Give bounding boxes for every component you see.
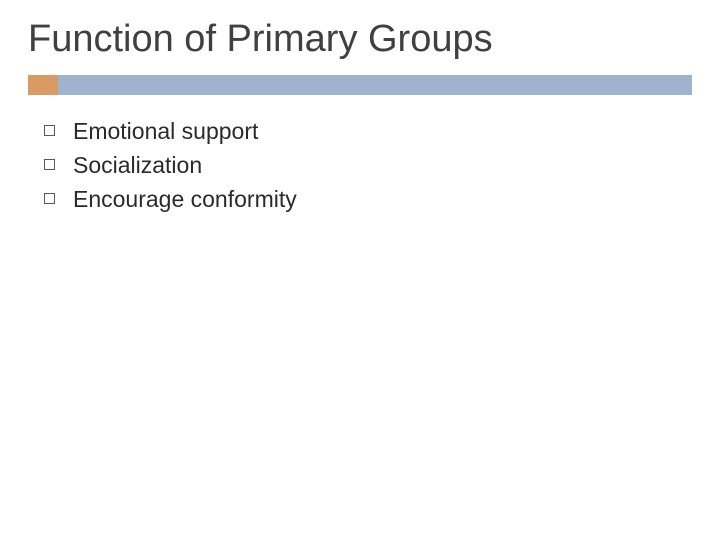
slide-container: Function of Primary Groups Emotional sup… (0, 0, 720, 540)
bullet-text: Encourage conformity (73, 185, 297, 215)
divider-main (58, 75, 692, 95)
divider-bar (28, 75, 692, 95)
square-bullet-icon (44, 125, 55, 136)
bullet-text: Socialization (73, 151, 202, 181)
bullet-text: Emotional support (73, 117, 258, 147)
list-item: Emotional support (44, 117, 692, 147)
slide-title: Function of Primary Groups (28, 18, 692, 61)
square-bullet-icon (44, 159, 55, 170)
list-item: Socialization (44, 151, 692, 181)
bullet-list: Emotional support Socialization Encourag… (28, 117, 692, 215)
list-item: Encourage conformity (44, 185, 692, 215)
divider-accent (28, 75, 58, 95)
square-bullet-icon (44, 193, 55, 204)
